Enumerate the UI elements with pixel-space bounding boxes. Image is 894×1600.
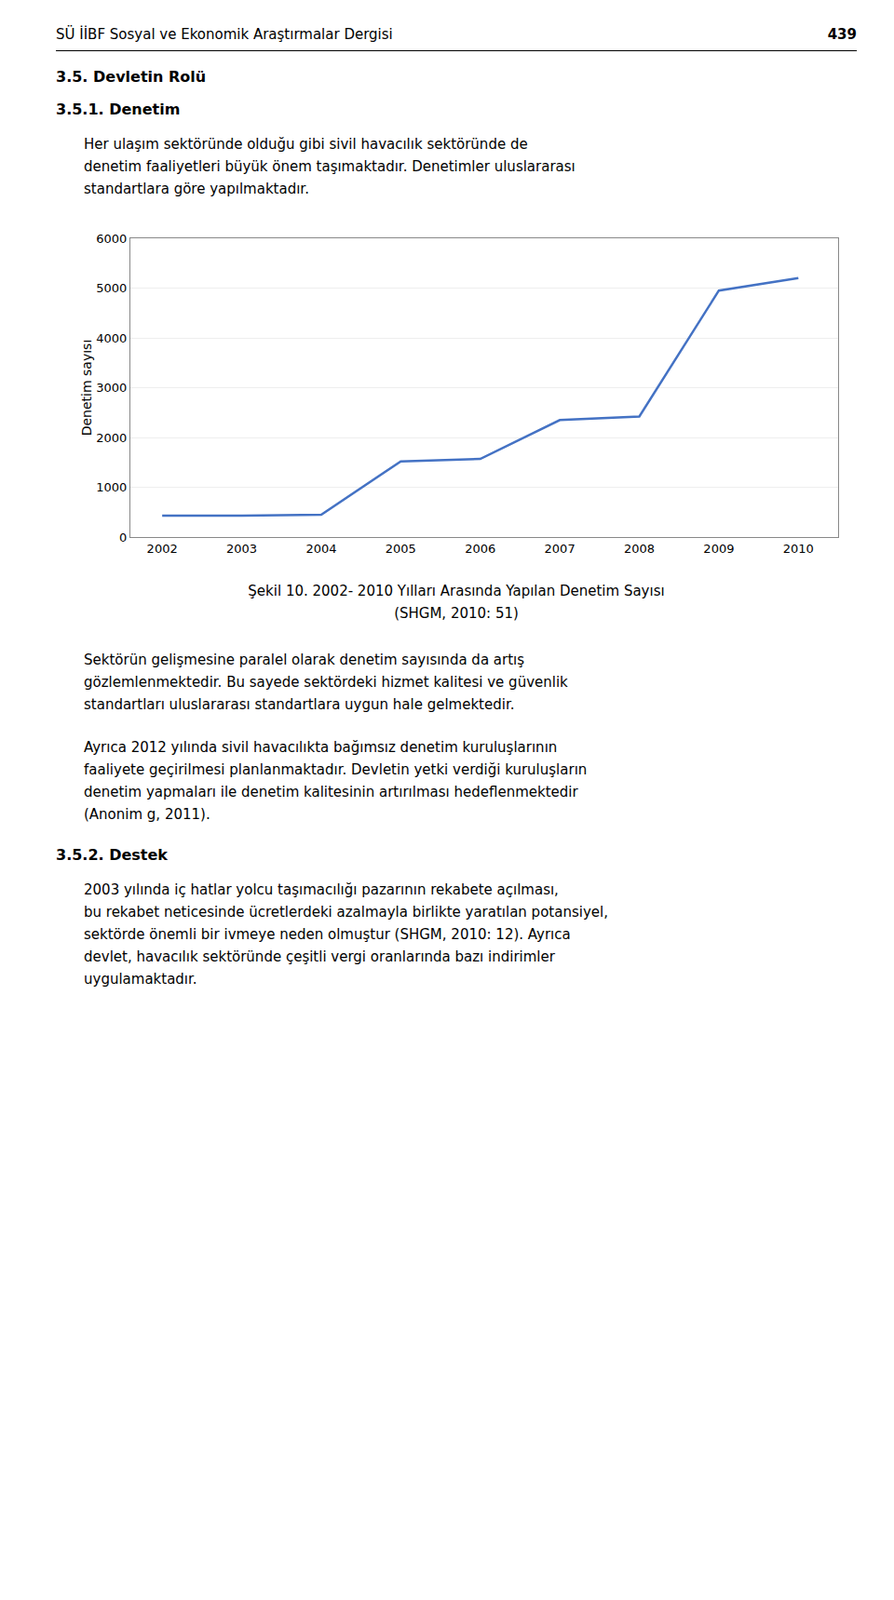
svg-text:6000: 6000 bbox=[95, 231, 127, 246]
svg-text:5000: 5000 bbox=[95, 281, 127, 296]
svg-text:1000: 1000 bbox=[95, 480, 127, 495]
html-text:3.5.1. Denetim: 3.5.1. Denetim bbox=[55, 100, 181, 119]
svg-text:2005: 2005 bbox=[385, 541, 417, 556]
svg-text:2003: 2003 bbox=[226, 541, 258, 556]
svg-text:2006: 2006 bbox=[464, 541, 496, 556]
svg-text:3000: 3000 bbox=[95, 380, 127, 395]
html-text:439: 439 bbox=[827, 26, 857, 43]
svg-text:0: 0 bbox=[119, 530, 127, 545]
html-text:3.5. Devletin Rolü: 3.5. Devletin Rolü bbox=[55, 67, 206, 86]
html-text:Şekil 10. 2002- 2010 Yılları A: Şekil 10. 2002- 2010 Yılları Arasında Ya… bbox=[247, 582, 665, 623]
svg-text:4000: 4000 bbox=[95, 331, 127, 346]
html-text:Sektörün gelişmesine paralel o: Sektörün gelişmesine paralel olarak dene… bbox=[83, 651, 568, 714]
svg-text:2009: 2009 bbox=[703, 541, 734, 556]
svg-text:2007: 2007 bbox=[544, 541, 576, 556]
svg-text:Denetim sayısı: Denetim sayısı bbox=[79, 339, 95, 437]
svg-text:2000: 2000 bbox=[95, 431, 127, 446]
html-text:Her ulaşım sektöründe olduğu g: Her ulaşım sektöründe olduğu gibi sivil … bbox=[83, 135, 576, 198]
html-text:Ayrıca 2012 yılında sivil hava: Ayrıca 2012 yılında sivil havacılıkta ba… bbox=[83, 739, 587, 824]
svg-text:2008: 2008 bbox=[623, 541, 655, 556]
html-text:SÜ İİBF Sosyal ve Ekonomik Ara: SÜ İİBF Sosyal ve Ekonomik Araştırmalar … bbox=[55, 26, 393, 43]
html-text:3.5.2. Destek: 3.5.2. Destek bbox=[55, 846, 168, 865]
svg-text:2002: 2002 bbox=[147, 541, 178, 556]
html-text:2003 yılında iç hatlar yolcu t: 2003 yılında iç hatlar yolcu taşımacılığ… bbox=[83, 881, 609, 989]
svg-text:2010: 2010 bbox=[783, 541, 814, 556]
svg-text:2004: 2004 bbox=[305, 541, 337, 556]
